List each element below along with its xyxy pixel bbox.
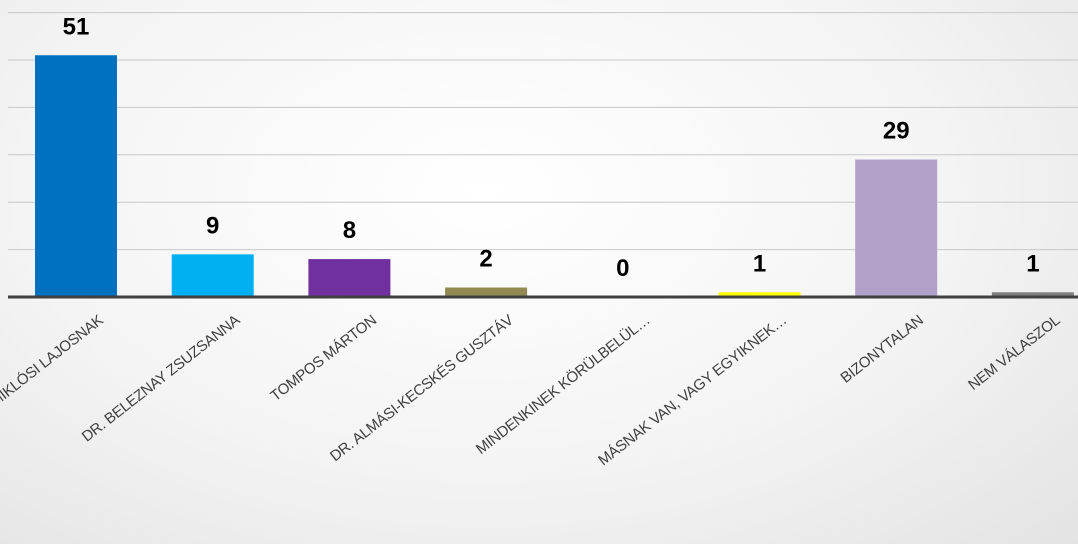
category-label-8: NEM VÁLASZOL [965, 312, 1063, 394]
bar-3 [308, 259, 391, 297]
category-label-3: TOMPOS MÁRTON [267, 312, 379, 405]
category-label-2: DR. BELEZNAY ZSUZSANNA [79, 312, 244, 446]
bar-2 [171, 254, 254, 297]
value-label-4: 2 [479, 246, 492, 273]
bar-7 [855, 159, 938, 297]
value-label-6: 1 [753, 250, 766, 277]
value-label-1: 51 [63, 13, 90, 40]
value-label-5: 0 [616, 255, 629, 282]
category-label-7: BIZONYTALAN [838, 312, 927, 387]
value-labels: 51 9 8 2 0 1 29 1 [63, 13, 1040, 282]
value-label-7: 29 [883, 118, 910, 145]
bar-1 [35, 55, 117, 298]
bar-4 [445, 287, 528, 297]
bars [35, 55, 1074, 298]
bar-6 [718, 292, 801, 297]
value-label-8: 1 [1026, 250, 1039, 277]
bar-8 [991, 292, 1074, 297]
value-label-3: 8 [343, 217, 356, 244]
value-label-2: 9 [206, 212, 219, 239]
